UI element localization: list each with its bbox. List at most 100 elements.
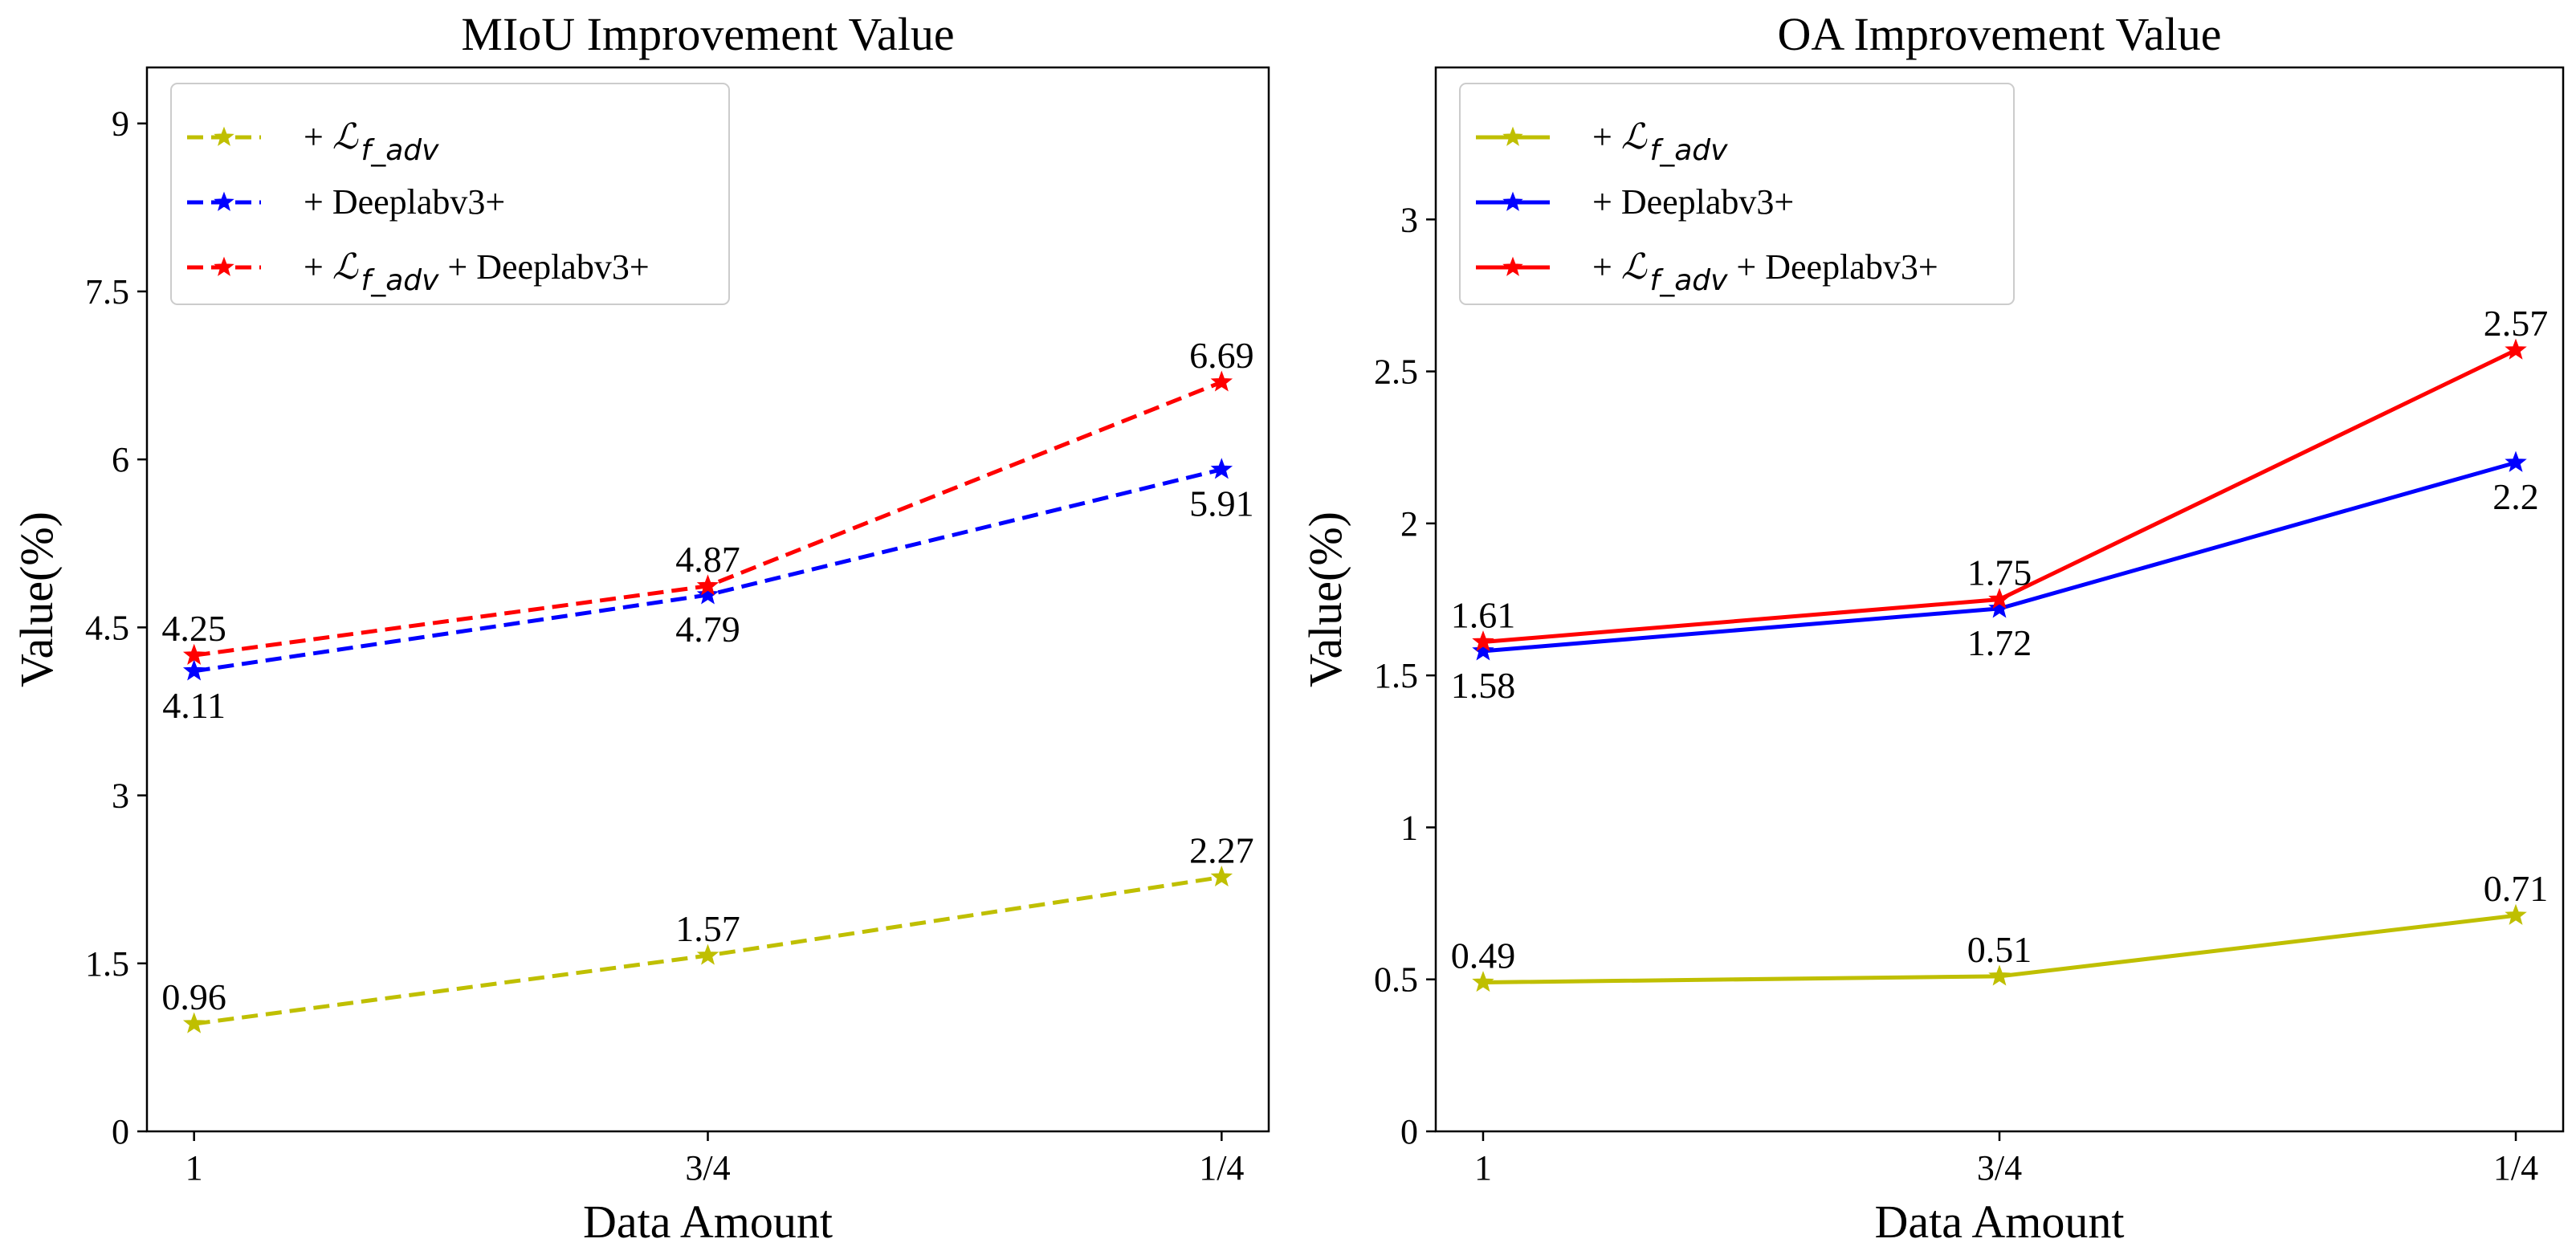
legend-marker bbox=[1502, 256, 1523, 276]
series-3: 1.61 1.75 2.57 bbox=[1451, 303, 2549, 652]
data-label: 1.61 bbox=[1451, 595, 1516, 636]
data-label: 2.27 bbox=[1189, 829, 1254, 870]
x-axis-label: Data Amount bbox=[1875, 1196, 2125, 1248]
legend-subscript: f_adv bbox=[361, 264, 440, 297]
legend-prefix: + bbox=[304, 117, 332, 157]
data-label: 6.69 bbox=[1189, 335, 1254, 376]
legend-suffix: + Deeplabv3+ bbox=[438, 247, 649, 287]
y-axis-label: Value(%) bbox=[1299, 511, 1351, 687]
x-tick-label: 3/4 bbox=[1977, 1148, 2022, 1188]
data-point bbox=[182, 1012, 206, 1033]
data-point bbox=[2505, 338, 2527, 360]
y-tick-label: 1 bbox=[1400, 808, 1418, 847]
chart-panel-1: MIoU Improvement Value 0 1.5 3 4.5 6 7.5 9 1 3/4 1… bbox=[10, 8, 1270, 1248]
data-label: 4.25 bbox=[161, 608, 226, 649]
data-label: 4.79 bbox=[675, 609, 740, 650]
legend-subscript: f_adv bbox=[1650, 134, 1729, 167]
data-label: 1.72 bbox=[1967, 622, 2032, 663]
data-point bbox=[1472, 971, 1494, 992]
legend-math-symbol: ℒ bbox=[1621, 116, 1648, 157]
data-label: 5.91 bbox=[1189, 483, 1254, 524]
legend-subscript: f_adv bbox=[361, 134, 440, 167]
data-point bbox=[696, 943, 719, 965]
legend-prefix: + bbox=[1592, 247, 1621, 287]
legend-marker bbox=[214, 256, 234, 276]
chart-title: OA Improvement Value bbox=[1777, 8, 2221, 60]
data-point bbox=[1210, 865, 1233, 887]
data-point bbox=[1988, 597, 2011, 618]
x-tick-label: 3/4 bbox=[685, 1148, 730, 1188]
x-axis-label: Data Amount bbox=[583, 1196, 833, 1248]
data-point bbox=[2505, 903, 2527, 925]
data-label: 1.58 bbox=[1451, 665, 1516, 706]
legend-label: + Deeplabv3+ bbox=[1592, 182, 1794, 222]
x-tick-label: 1/4 bbox=[2493, 1148, 2538, 1188]
legend-math-symbol: ℒ bbox=[332, 116, 359, 157]
data-label: 0.49 bbox=[1451, 935, 1516, 976]
data-label: 4.87 bbox=[675, 539, 740, 580]
chart-title: MIoU Improvement Value bbox=[461, 8, 954, 60]
data-label: 1.57 bbox=[675, 908, 740, 949]
y-tick-label: 2.5 bbox=[1374, 352, 1418, 392]
y-tick-label: 9 bbox=[112, 104, 129, 144]
legend-label: + Deeplabv3+ bbox=[304, 182, 505, 222]
data-point bbox=[1472, 630, 1494, 652]
legend-box bbox=[170, 83, 730, 305]
data-point bbox=[182, 659, 206, 681]
legend-box bbox=[1459, 83, 2015, 305]
y-tick-label: 3 bbox=[1400, 200, 1418, 239]
y-tick-label: 4.5 bbox=[85, 608, 129, 647]
y-tick-label: 0.5 bbox=[1374, 960, 1418, 1000]
data-label: 0.51 bbox=[1967, 929, 2032, 970]
legend-prefix: + Deeplabv3+ bbox=[304, 182, 505, 222]
legend-subscript: f_adv bbox=[1650, 264, 1729, 297]
legend-math-symbol: ℒ bbox=[1621, 247, 1648, 287]
y-tick-label: 7.5 bbox=[85, 272, 129, 312]
data-point bbox=[1210, 458, 1233, 479]
series-2: 1.58 1.72 2.2 bbox=[1451, 450, 2539, 706]
series-3: 4.25 4.87 6.69 bbox=[161, 335, 1254, 665]
y-tick-label: 6 bbox=[112, 440, 129, 479]
series-1: 0.49 0.51 0.71 bbox=[1451, 868, 2549, 992]
legend-prefix: + bbox=[304, 247, 332, 287]
data-point bbox=[1472, 639, 1494, 661]
y-tick-label: 2 bbox=[1400, 504, 1418, 544]
data-point bbox=[696, 574, 719, 596]
legend-marker bbox=[214, 191, 234, 211]
data-point bbox=[2505, 450, 2527, 472]
x-tick-label: 1 bbox=[185, 1148, 203, 1188]
x-tick-label: 1/4 bbox=[1199, 1148, 1244, 1188]
y-tick-label: 0 bbox=[112, 1112, 129, 1151]
data-point bbox=[1988, 588, 2011, 609]
y-tick-label: 1.5 bbox=[85, 944, 129, 984]
data-point bbox=[1988, 964, 2011, 986]
data-label: 1.75 bbox=[1967, 552, 2032, 593]
data-point bbox=[182, 643, 206, 665]
x-tick-label: 1 bbox=[1474, 1148, 1492, 1188]
legend-marker bbox=[214, 126, 234, 146]
data-label: 2.2 bbox=[2492, 476, 2539, 517]
y-axis-label: Value(%) bbox=[10, 511, 63, 687]
data-label: 0.96 bbox=[161, 976, 226, 1017]
legend-prefix: + bbox=[1592, 117, 1621, 157]
legend-marker bbox=[1502, 126, 1523, 146]
series-1: 0.96 1.57 2.27 bbox=[161, 829, 1254, 1033]
legend-prefix: + Deeplabv3+ bbox=[1592, 182, 1794, 222]
legend-marker bbox=[1502, 191, 1523, 211]
y-tick-label: 1.5 bbox=[1374, 656, 1418, 695]
data-label: 4.11 bbox=[162, 685, 226, 726]
legend-math-symbol: ℒ bbox=[332, 247, 359, 287]
y-tick-label: 3 bbox=[112, 776, 129, 816]
data-label: 0.71 bbox=[2484, 868, 2549, 909]
legend-suffix: + Deeplabv3+ bbox=[1727, 247, 1938, 287]
series-2: 4.11 4.79 5.91 bbox=[162, 458, 1254, 726]
data-label: 2.57 bbox=[2484, 303, 2549, 344]
